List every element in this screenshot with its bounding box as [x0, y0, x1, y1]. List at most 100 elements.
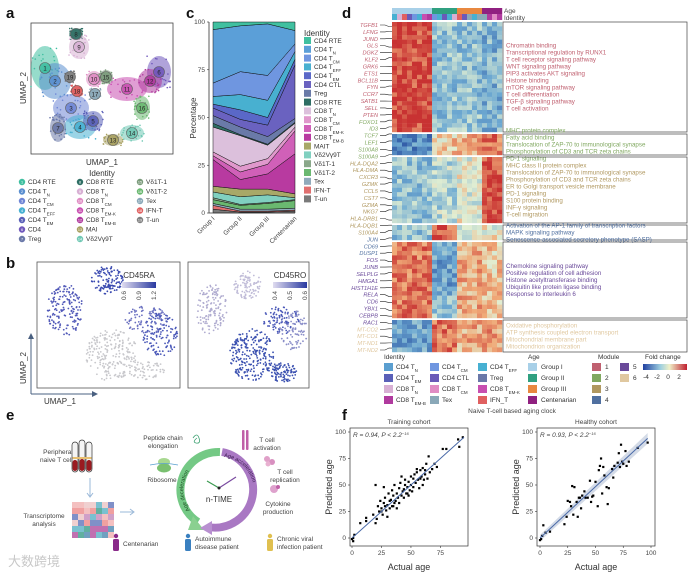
- heatmap-cell: [462, 52, 468, 58]
- heatmap-cell: [402, 246, 408, 252]
- heatmap-cell: [397, 264, 403, 270]
- scatter-point: [431, 468, 434, 471]
- heatmap-cell: [457, 324, 463, 330]
- heatmap-cell: [467, 66, 473, 71]
- heatmap-cell: [407, 39, 413, 45]
- mosaic-cell: [72, 514, 78, 520]
- heatmap-cell: [427, 57, 433, 62]
- heatmap-cell: [482, 320, 488, 325]
- heatmap-cell: [392, 259, 398, 265]
- heatmap-cell: [482, 83, 488, 89]
- marker-expression-dot: [248, 357, 251, 360]
- marker-expression-dot: [155, 313, 158, 316]
- marker-expression-dot: [95, 336, 97, 339]
- umap-cell-dot: [58, 119, 61, 122]
- heatmap-cell: [497, 39, 503, 45]
- umap-cell-dot: [69, 36, 72, 38]
- heatmap-cell: [477, 83, 483, 89]
- marker-expression-dot: [106, 351, 109, 354]
- marker-expression-dot: [98, 341, 101, 344]
- heatmap-cell: [427, 192, 433, 197]
- heatmap-cell: [402, 57, 408, 62]
- heatmap-cell: [392, 347, 398, 353]
- heatmap-cell: [457, 338, 463, 344]
- heatmap-cell: [492, 179, 498, 184]
- umap-cell-dot: [166, 86, 169, 89]
- marker-expression-dot: [114, 373, 117, 376]
- y-tick-label: 75: [198, 67, 206, 74]
- marker-expression-dot: [245, 354, 248, 357]
- scatter-point: [625, 464, 628, 468]
- marker-expression-dot: [68, 333, 71, 336]
- marker-expression-dot: [151, 328, 154, 331]
- heatmap-cell: [407, 127, 413, 133]
- gene-label: CEBPB: [359, 313, 378, 319]
- marker-expression-dot: [279, 327, 281, 329]
- marker-expression-dot: [122, 279, 124, 281]
- heatmap-cell: [467, 338, 473, 344]
- heatmap-cell: [442, 333, 448, 339]
- marker-expression-dot: [253, 375, 256, 378]
- legend-item-label: CD8 TEM-K: [490, 386, 520, 395]
- gene-label: YBX1: [364, 307, 378, 313]
- heatmap-cell: [442, 114, 448, 119]
- legend-item-label: CD8 TCM: [314, 117, 340, 126]
- marker-expression-dot: [244, 297, 247, 300]
- marker-expression-dot: [257, 374, 260, 377]
- marker-expression-dot: [129, 370, 131, 373]
- heatmap-cell: [397, 101, 403, 106]
- cluster-number-marker: [88, 73, 100, 85]
- heatmap-panel: Age Identity Identity Age Module Fold ch…: [350, 8, 688, 406]
- marker-expression-dot: [146, 338, 149, 340]
- marker-expression-dot: [133, 313, 136, 316]
- heatmap-cell: [417, 123, 423, 128]
- heatmap-cell: [467, 286, 473, 292]
- heatmap-cell: [422, 35, 428, 40]
- umap-cell-dot: [72, 81, 75, 84]
- colorbar-tick: 0.9: [136, 291, 143, 300]
- heatmap-cell: [432, 26, 438, 31]
- gene-label: CD69: [364, 244, 378, 250]
- heatmap-cell: [402, 259, 408, 265]
- marker-expression-dot: [287, 364, 290, 367]
- heatmap-cell: [412, 157, 418, 162]
- heatmap-cell: [407, 157, 413, 162]
- heatmap-cell: [437, 179, 443, 184]
- umap-cell-dot: [118, 141, 121, 144]
- heatmap-cell: [427, 146, 433, 151]
- heatmap-cell: [442, 218, 448, 224]
- marker-expression-dot: [243, 291, 246, 294]
- heatmap-cell: [417, 83, 423, 89]
- heatmap-cell: [422, 96, 428, 102]
- heatmap-cell: [402, 35, 408, 40]
- marker-expression-dot: [291, 335, 294, 338]
- enriched-term: T cell activation: [506, 106, 549, 113]
- heatmap-cell: [467, 250, 473, 256]
- heatmap-cell: [497, 96, 503, 102]
- legend-item-label: IFN-T: [314, 187, 331, 194]
- mosaic-cell: [96, 514, 102, 520]
- heatmap-cell: [452, 39, 458, 45]
- heatmap-cell: [402, 255, 408, 261]
- marker-expression-dot: [213, 290, 216, 293]
- marker-expression-dot: [96, 339, 98, 342]
- umap-cell-dot: [157, 89, 160, 92]
- marker-expression-dot: [117, 362, 120, 365]
- heatmap-cell: [402, 48, 408, 53]
- heatmap-cell: [487, 333, 493, 339]
- heatmap-cell: [427, 61, 433, 67]
- marker-expression-dot: [201, 289, 203, 292]
- marker-expression-dot: [210, 302, 213, 304]
- heatmap-cell: [402, 209, 408, 215]
- heatmap-cell: [467, 150, 473, 156]
- heatmap-cell: [472, 201, 478, 206]
- heatmap-cell: [462, 342, 468, 348]
- gene-label: HLA-DQB1: [350, 224, 378, 230]
- heatmap-cell: [457, 74, 463, 80]
- umap-cell-dot: [56, 106, 59, 109]
- heatmap-cell: [417, 48, 423, 53]
- heatmap-cell: [457, 48, 463, 53]
- umap-cell-dot: [111, 81, 113, 83]
- marker-expression-dot: [287, 321, 290, 324]
- heatmap-cell: [472, 282, 478, 287]
